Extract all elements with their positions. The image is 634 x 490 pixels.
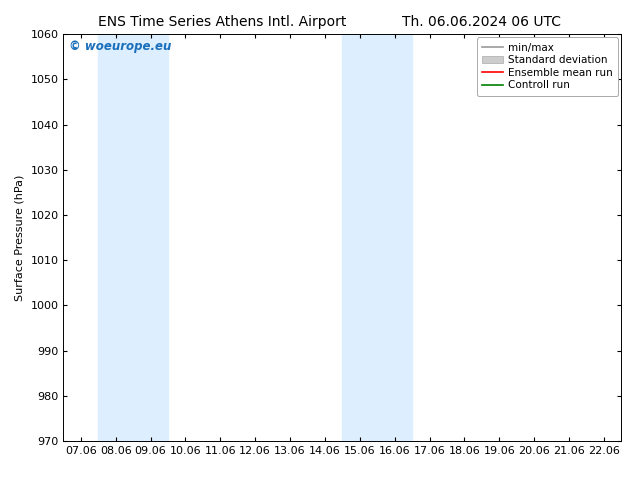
Bar <box>98 34 168 441</box>
Legend: min/max, Standard deviation, Ensemble mean run, Controll run: min/max, Standard deviation, Ensemble me… <box>477 37 618 96</box>
Y-axis label: Surface Pressure (hPa): Surface Pressure (hPa) <box>15 174 25 301</box>
Text: © woeurope.eu: © woeurope.eu <box>69 40 171 53</box>
Text: Th. 06.06.2024 06 UTC: Th. 06.06.2024 06 UTC <box>403 15 561 29</box>
Bar <box>342 34 412 441</box>
Text: ENS Time Series Athens Intl. Airport: ENS Time Series Athens Intl. Airport <box>98 15 346 29</box>
